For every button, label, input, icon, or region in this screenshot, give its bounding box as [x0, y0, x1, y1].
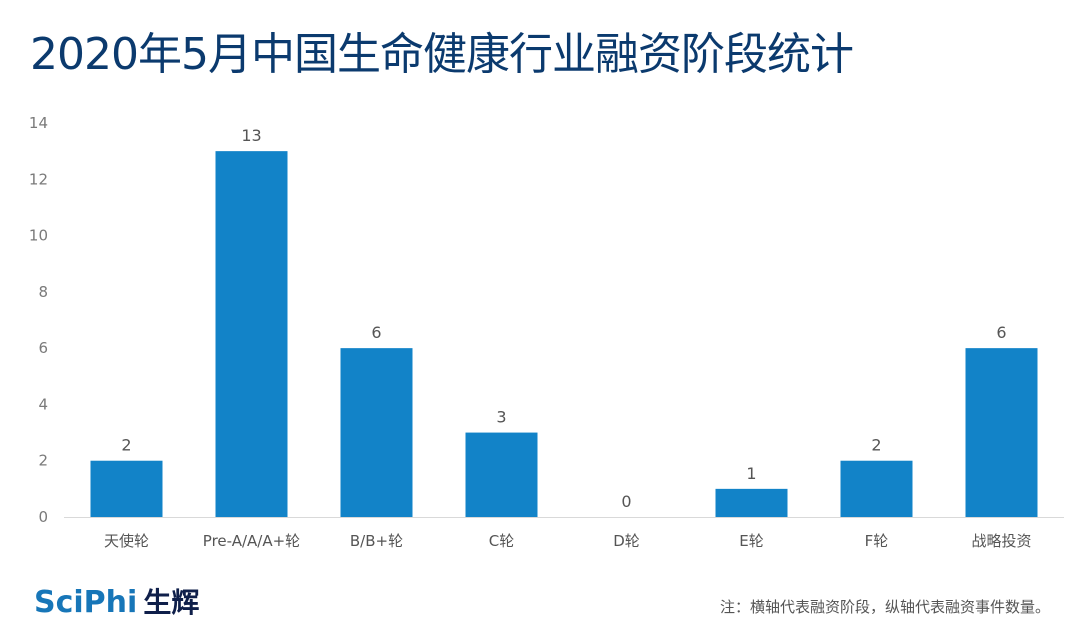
data-label: 6 — [371, 323, 381, 342]
y-tick-label: 4 — [38, 395, 48, 413]
chart-title: 2020年5月中国生命健康行业融资阶段统计 — [30, 29, 854, 80]
y-tick-label: 14 — [29, 114, 48, 132]
data-label: 2 — [121, 436, 131, 455]
y-tick-label: 8 — [38, 283, 48, 301]
x-tick-label: F轮 — [865, 532, 889, 550]
data-label: 1 — [746, 464, 756, 483]
sciphi-logo: SciPhi 生辉 — [34, 585, 200, 620]
bar — [715, 488, 788, 517]
bar — [340, 348, 413, 517]
y-tick-label: 6 — [38, 339, 48, 357]
y-tick-label: 2 — [38, 452, 48, 470]
x-tick-label: C轮 — [489, 532, 514, 550]
y-tick-label: 12 — [29, 170, 48, 188]
data-label: 6 — [996, 323, 1006, 342]
x-tick-label: B/B+轮 — [350, 532, 403, 550]
x-tick-label: 战略投资 — [971, 532, 1031, 550]
x-tick-label: E轮 — [739, 532, 763, 550]
bar — [215, 151, 288, 517]
data-label: 3 — [496, 408, 506, 427]
y-tick-label: 0 — [38, 508, 48, 526]
bar — [840, 460, 913, 517]
x-tick-label: 天使轮 — [104, 532, 149, 550]
footnote: 注：横轴代表融资阶段，纵轴代表融资事件数量。 — [719, 598, 1050, 616]
data-label: 2 — [871, 436, 881, 455]
x-tick-label: D轮 — [613, 532, 640, 550]
y-tick-label: 10 — [29, 227, 48, 245]
data-label: 13 — [241, 126, 261, 145]
x-tick-label: Pre-A/A/A+轮 — [203, 532, 300, 550]
bar — [90, 460, 163, 517]
bar — [965, 348, 1038, 517]
data-label: 0 — [621, 492, 631, 511]
bar — [465, 432, 538, 517]
